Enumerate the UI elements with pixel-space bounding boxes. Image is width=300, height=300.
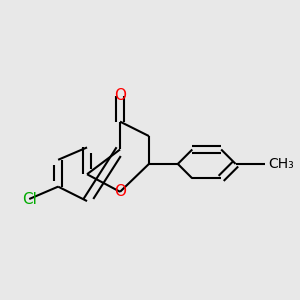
Text: O: O xyxy=(114,184,126,199)
Text: O: O xyxy=(114,88,126,103)
Text: CH₃: CH₃ xyxy=(268,157,294,171)
Text: Cl: Cl xyxy=(22,191,37,206)
